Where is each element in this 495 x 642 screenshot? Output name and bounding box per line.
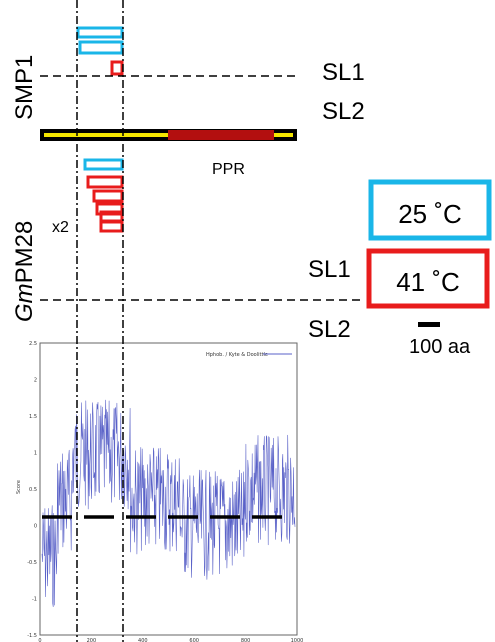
gm-prefix: Gm [11,283,38,322]
y-tick-labels: 2.5 2 1.5 1 0.5 0 -0.5 -1 -1.5 [27,341,37,639]
hydropathy-trace [41,399,296,608]
x-tick-label: 800 [241,638,251,642]
plot-legend: Hphob. / Kyte & Doolittle [206,352,268,358]
gm-red-fragment-4 [99,210,124,223]
legend-25c-box [368,179,492,241]
y-tick-label: -0.5 [27,560,37,566]
legend-41c-box [366,248,490,309]
scale-bar [418,322,440,327]
pm28-suffix: PM28 [11,221,38,284]
legend-25c-label: 25 ˚C [398,199,462,229]
y-tick-label: 0.5 [29,487,37,493]
gm-red-fragment-3 [95,202,124,216]
smp1-label: SMP1 [11,55,38,120]
gm-red-fragment-1 [86,175,124,189]
sl1-label-top: SL1 [322,59,365,86]
x-tick-label: 0 [38,638,41,642]
sl1-label-bottom: SL1 [308,256,351,283]
smp1-red-fragment [110,60,124,76]
ppr-label: PPR [212,161,245,178]
y-tick-label: 2 [34,378,37,384]
legend-41c-label: 41 ˚C [396,267,460,297]
scale-bar-label: 100 aa [409,336,471,358]
y-tick-label: 2.5 [29,341,37,347]
hydropathy-plot: 2.5 2 1.5 1 0.5 0 -0.5 -1 -1.5 0 200 400 600 800 1000… [16,341,303,642]
x-tick-label: 1000 [291,638,304,642]
smp1-cyan-fragment-1 [76,26,124,39]
gm-red-fragment-2 [92,189,124,203]
gm-red-fragment-5 [99,220,124,233]
x2-label: x2 [52,219,69,236]
sl2-label-bottom: SL2 [308,316,351,343]
x-tick-labels: 0 200 400 600 800 1000 [38,638,303,642]
smp1-cyan-fragment-2 [78,40,124,55]
x-tick-label: 600 [189,638,199,642]
gm-cyan-fragment [83,158,124,171]
y-axis-label: Score [16,480,22,494]
sl2-label-top: SL2 [322,98,365,125]
y-tick-label: -1.5 [27,633,37,639]
x-tick-label: 200 [87,638,97,642]
ppr-domain [168,130,274,140]
gmpm28-label: GmPM28 [11,221,38,322]
y-tick-label: -1 [32,597,37,603]
y-tick-label: 1 [34,451,37,457]
y-tick-label: 1.5 [29,414,37,420]
x-tick-label: 400 [138,638,148,642]
y-tick-label: 0 [34,524,37,530]
